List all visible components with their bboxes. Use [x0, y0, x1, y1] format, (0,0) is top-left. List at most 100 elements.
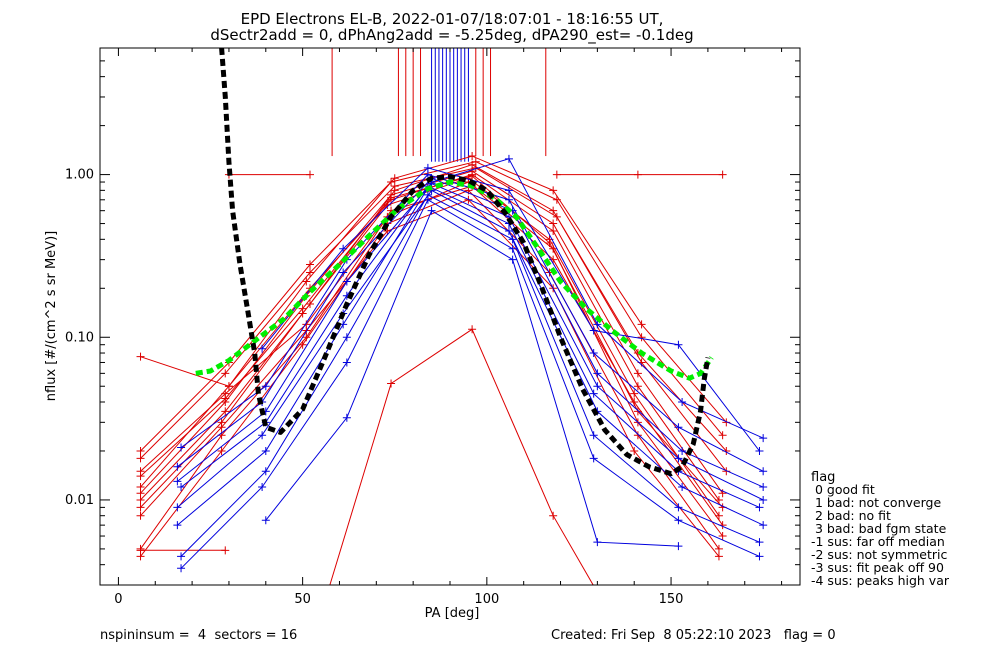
black-median-curve: [219, 48, 711, 477]
data-point-red: [136, 352, 145, 361]
data-point-blue: [339, 244, 348, 253]
data-point-red: [637, 333, 646, 342]
series-line-red: [140, 189, 720, 557]
data-point-red: [387, 379, 396, 388]
data-point-red: [714, 544, 723, 553]
footer-created: Created: Fri Sep 8 05:22:10 2023 flag = …: [551, 628, 836, 643]
x-tick-label: 100: [474, 592, 499, 607]
data-point-blue: [508, 255, 517, 264]
flag-legend: flag 0 good fit 1 bad: not converge 2 ba…: [811, 470, 950, 588]
series-line-blue: [180, 194, 760, 557]
data-point-blue: [177, 564, 186, 573]
data-point-blue: [258, 483, 267, 492]
data-point-blue: [593, 382, 602, 391]
data-point-red: [217, 446, 226, 455]
data-point-blue: [342, 277, 351, 286]
data-point-red: [306, 268, 314, 277]
data-point-blue: [589, 431, 598, 440]
data-point-blue: [759, 467, 768, 476]
data-point-red: [306, 300, 314, 309]
data-traces: [136, 48, 768, 585]
data-point-blue: [261, 382, 270, 391]
data-point-red: [718, 532, 727, 541]
data-point-red: [718, 431, 727, 440]
x-tick-label: 0: [114, 592, 122, 607]
data-point-blue: [427, 206, 436, 215]
data-point-blue: [678, 397, 687, 406]
data-point-red: [633, 382, 642, 391]
data-point-red: [552, 170, 561, 179]
series-line-red: [140, 155, 727, 452]
data-point-blue: [342, 413, 351, 422]
data-point-red: [468, 325, 477, 334]
data-point-blue: [674, 423, 683, 432]
data-point-red: [633, 407, 642, 416]
data-point-blue: [173, 521, 182, 530]
data-point-red: [136, 472, 145, 481]
data-point-blue: [589, 326, 598, 335]
series-line-red: [329, 328, 594, 585]
series-line-blue: [265, 209, 679, 547]
data-point-red: [637, 320, 646, 329]
data-point-red: [390, 174, 399, 183]
data-point-blue: [589, 389, 598, 398]
legend-title: flag: [811, 470, 835, 485]
data-point-red: [136, 454, 145, 463]
legend-entry: -3 sus: fit peak off 90: [811, 560, 944, 575]
legend-entry: 3 bad: bad fgm state: [811, 521, 947, 536]
data-point-blue: [755, 552, 764, 561]
data-point-blue: [261, 516, 270, 525]
data-point-red: [549, 511, 558, 520]
data-point-red: [136, 446, 145, 455]
data-point-red: [221, 407, 230, 416]
data-point-red: [306, 260, 314, 269]
data-point-red: [633, 431, 642, 440]
data-point-blue: [261, 467, 270, 476]
data-point-blue: [342, 358, 351, 367]
data-point-blue: [173, 503, 182, 512]
data-point-red: [549, 244, 558, 253]
x-axis-label: PA [deg]: [425, 606, 480, 621]
data-point-blue: [678, 483, 687, 492]
data-point-blue: [508, 235, 517, 244]
data-point-blue: [593, 369, 602, 378]
data-point-blue: [589, 454, 598, 463]
data-point-red: [217, 423, 226, 432]
data-point-blue: [593, 538, 602, 547]
data-point-red: [298, 340, 307, 349]
data-point-red: [468, 172, 477, 181]
series-line-blue: [177, 177, 764, 488]
data-point-red: [545, 238, 554, 247]
data-point-blue: [674, 340, 683, 349]
data-point-blue: [258, 431, 267, 440]
data-point-blue: [173, 477, 182, 486]
data-point-red: [306, 170, 314, 179]
data-point-red: [221, 546, 230, 555]
legend-entry: 1 bad: not converge: [811, 495, 941, 510]
data-point-red: [136, 546, 145, 555]
data-point-blue: [759, 521, 768, 530]
data-point-red: [224, 382, 233, 391]
data-point-blue: [674, 516, 683, 525]
data-point-blue: [423, 163, 432, 172]
data-point-blue: [674, 542, 683, 551]
data-point-blue: [674, 503, 683, 512]
data-point-red: [633, 369, 642, 378]
legend-entry: 0 good fit: [811, 482, 875, 497]
data-point-red: [221, 394, 230, 403]
data-point-blue: [342, 333, 351, 342]
series-line-red: [140, 161, 723, 488]
data-point-blue: [759, 495, 768, 504]
data-point-blue: [339, 268, 348, 277]
data-point-blue: [755, 446, 764, 455]
data-point-red: [302, 277, 311, 286]
chart-title: EPD Electrons EL-B, 2022-01-07/18:07:01 …: [241, 10, 664, 28]
data-point-blue: [755, 538, 764, 547]
y-axis-label: nflux [#/(cm^2 s sr MeV)]: [44, 231, 59, 401]
series-line-blue: [180, 199, 760, 569]
data-point-red: [630, 389, 639, 398]
x-tick-label: 150: [659, 592, 684, 607]
data-point-red: [549, 186, 558, 195]
data-point-red: [136, 503, 145, 512]
